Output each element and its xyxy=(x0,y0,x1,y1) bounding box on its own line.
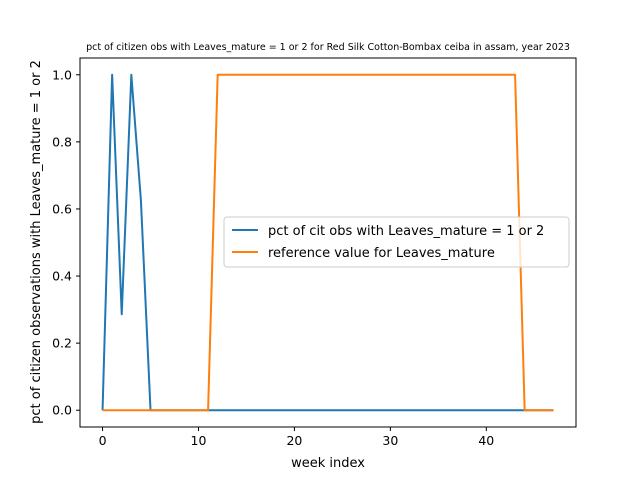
legend-label-series-2: reference value for Leaves_mature xyxy=(268,246,495,261)
x-axis-ticks: 0 10 20 30 40 xyxy=(99,427,494,448)
y-tick-label: 0.0 xyxy=(52,403,72,418)
x-tick-label: 20 xyxy=(286,433,302,448)
legend: pct of cit obs with Leaves_mature = 1 or… xyxy=(223,216,570,268)
legend-box xyxy=(223,216,570,268)
y-tick-label: 0.8 xyxy=(52,134,72,149)
y-axis-ticks: 0.0 0.2 0.4 0.6 0.8 1.0 xyxy=(52,67,80,418)
y-tick-label: 0.2 xyxy=(52,336,72,351)
chart-title: pct of citizen obs with Leaves_mature = … xyxy=(86,42,570,53)
y-axis-label: pct of citizen observations with Leaves_… xyxy=(29,60,44,424)
x-tick-label: 30 xyxy=(382,433,398,448)
plot-area-frame xyxy=(79,57,577,428)
x-tick-label: 10 xyxy=(191,433,207,448)
x-axis-label: week index xyxy=(291,456,365,471)
y-tick-label: 0.4 xyxy=(52,269,72,284)
x-tick-label: 40 xyxy=(478,433,494,448)
x-tick-label: 0 xyxy=(99,433,107,448)
plot-lines xyxy=(101,73,554,412)
legend-label-series-1: pct of cit obs with Leaves_mature = 1 or… xyxy=(268,224,544,239)
series-line-2 xyxy=(102,73,554,412)
y-tick-label: 0.6 xyxy=(52,201,72,216)
y-tick-label: 1.0 xyxy=(52,67,72,82)
